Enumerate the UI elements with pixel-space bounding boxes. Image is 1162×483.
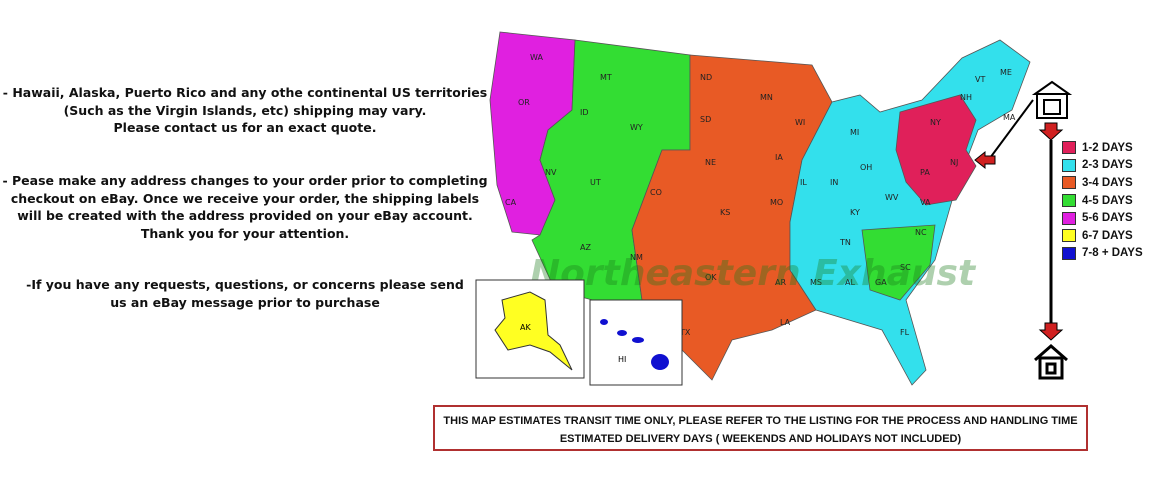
legend-item: 2-3 DAYS	[1062, 157, 1143, 175]
svg-text:ME: ME	[1000, 68, 1012, 77]
svg-text:NV: NV	[545, 168, 557, 177]
transit-notice: THIS MAP ESTIMATES TRANSIT TIME ONLY, PL…	[433, 405, 1088, 451]
swatch	[1062, 194, 1076, 208]
svg-text:KS: KS	[720, 208, 730, 217]
svg-text:MS: MS	[810, 278, 822, 287]
legend-label: 6-7 DAYS	[1082, 229, 1133, 242]
svg-text:WA: WA	[530, 53, 543, 62]
nj-arrow-icon	[974, 150, 996, 170]
svg-text:IL: IL	[800, 178, 807, 187]
svg-text:CO: CO	[650, 188, 662, 197]
note-line: checkout on eBay. Once we receive your o…	[10, 190, 480, 206]
swatch	[1062, 158, 1076, 172]
legend: 1-2 DAYS 2-3 DAYS 3-4 DAYS 4-5 DAYS 5-6 …	[1062, 139, 1143, 262]
warehouse-icon	[1031, 80, 1073, 119]
svg-text:KY: KY	[850, 208, 860, 217]
legend-item: 1-2 DAYS	[1062, 139, 1143, 157]
svg-text:CA: CA	[505, 198, 517, 207]
legend-label: 2-3 DAYS	[1082, 159, 1133, 172]
swatch	[1062, 246, 1076, 260]
svg-text:FL: FL	[900, 328, 910, 337]
svg-text:SD: SD	[700, 115, 711, 124]
state-labels: WA OR CA MT ID WY NV UT AZ NM ND SD NE CO KS OK TX MN…	[505, 53, 1016, 337]
note-line: Thank you for your attention.	[140, 225, 350, 241]
legend-label: 7-8 + DAYS	[1082, 247, 1143, 260]
warehouse-to-nj-line	[989, 99, 1034, 159]
swatch	[1062, 211, 1076, 225]
swatch	[1062, 229, 1076, 243]
legend-label: 3-4 DAYS	[1082, 176, 1133, 189]
shipping-flow	[1031, 80, 1073, 380]
svg-text:OR: OR	[518, 98, 530, 107]
svg-text:NE: NE	[705, 158, 716, 167]
legend-item: 3-4 DAYS	[1062, 174, 1143, 192]
svg-text:IA: IA	[775, 153, 783, 162]
svg-text:AZ: AZ	[580, 243, 591, 252]
note-line: -If you have any requests, questions, or…	[26, 277, 464, 292]
note-line: Please contact us for an exact quote.	[113, 120, 377, 135]
house-icon	[1034, 344, 1068, 380]
svg-text:OH: OH	[860, 163, 872, 172]
svg-text:VA: VA	[920, 198, 931, 207]
swatch	[1062, 141, 1076, 155]
svg-text:ID: ID	[580, 108, 589, 117]
requests-note: -If you have any requests, questions, or…	[0, 276, 490, 311]
note-line: - Pease make any address changes to your…	[2, 173, 488, 188]
zone-4-5-days-southeast	[861, 224, 936, 301]
svg-text:NH: NH	[960, 93, 972, 102]
svg-text:WY: WY	[630, 123, 643, 132]
svg-text:WI: WI	[795, 118, 805, 127]
legend-label: 4-5 DAYS	[1082, 194, 1133, 207]
svg-text:OK: OK	[705, 273, 717, 282]
svg-text:MN: MN	[760, 93, 773, 102]
svg-text:LA: LA	[780, 318, 791, 327]
svg-text:MT: MT	[600, 73, 612, 82]
notice-line: ESTIMATED DELIVERY DAYS ( WEEKENDS AND H…	[559, 433, 962, 445]
svg-text:NY: NY	[930, 118, 941, 127]
svg-text:AL: AL	[845, 278, 855, 287]
zone-1-2-days	[895, 94, 977, 206]
svg-text:NJ: NJ	[950, 158, 958, 167]
note-line: us an eBay message prior to purchase	[110, 294, 380, 310]
svg-text:AR: AR	[775, 278, 786, 287]
svg-text:SC: SC	[900, 263, 911, 272]
svg-text:MI: MI	[850, 128, 859, 137]
svg-text:NC: NC	[915, 228, 927, 237]
svg-text:NM: NM	[630, 253, 643, 262]
svg-text:AK: AK	[520, 323, 531, 332]
alaska-inset: AK	[475, 279, 585, 379]
legend-item: 5-6 DAYS	[1062, 209, 1143, 227]
arrow-down-icon	[1038, 122, 1064, 141]
svg-text:ND: ND	[700, 73, 712, 82]
svg-text:GA: GA	[875, 278, 887, 287]
legend-item: 6-7 DAYS	[1062, 227, 1143, 245]
note-line: will be created with the address provide…	[17, 208, 473, 223]
notice-line: THIS MAP ESTIMATES TRANSIT TIME ONLY, PL…	[443, 415, 1078, 427]
legend-label: 1-2 DAYS	[1082, 141, 1133, 154]
note-line: - Hawaii, Alaska, Puerto Rico and any ot…	[2, 85, 488, 100]
alaska-shape	[494, 291, 573, 371]
legend-item: 7-8 + DAYS	[1062, 245, 1143, 263]
svg-text:WV: WV	[885, 193, 899, 202]
swatch	[1062, 176, 1076, 190]
watermark: Northeastern Exhaust	[530, 253, 977, 294]
note-line: (Such as the Virgin Islands, etc) shippi…	[63, 102, 427, 118]
legend-label: 5-6 DAYS	[1082, 212, 1133, 225]
svg-text:PA: PA	[920, 168, 930, 177]
legend-item: 4-5 DAYS	[1062, 192, 1143, 210]
svg-text:TX: TX	[679, 328, 691, 337]
us-shipping-map: WA OR CA MT ID WY NV UT AZ NM ND SD NE CO KS OK TX MN…	[475, 31, 1034, 386]
svg-text:UT: UT	[590, 178, 601, 187]
territories-note: - Hawaii, Alaska, Puerto Rico and any ot…	[0, 84, 490, 137]
svg-text:HI: HI	[618, 355, 626, 364]
svg-text:IN: IN	[830, 178, 838, 187]
svg-text:TN: TN	[839, 238, 851, 247]
svg-text:MO: MO	[770, 198, 783, 207]
arrow-down-icon	[1038, 322, 1064, 341]
svg-text:MA: MA	[1003, 113, 1016, 122]
address-note: - Pease make any address changes to your…	[0, 172, 490, 242]
svg-text:VT: VT	[975, 75, 985, 84]
hawaii-inset: HI	[589, 299, 683, 386]
